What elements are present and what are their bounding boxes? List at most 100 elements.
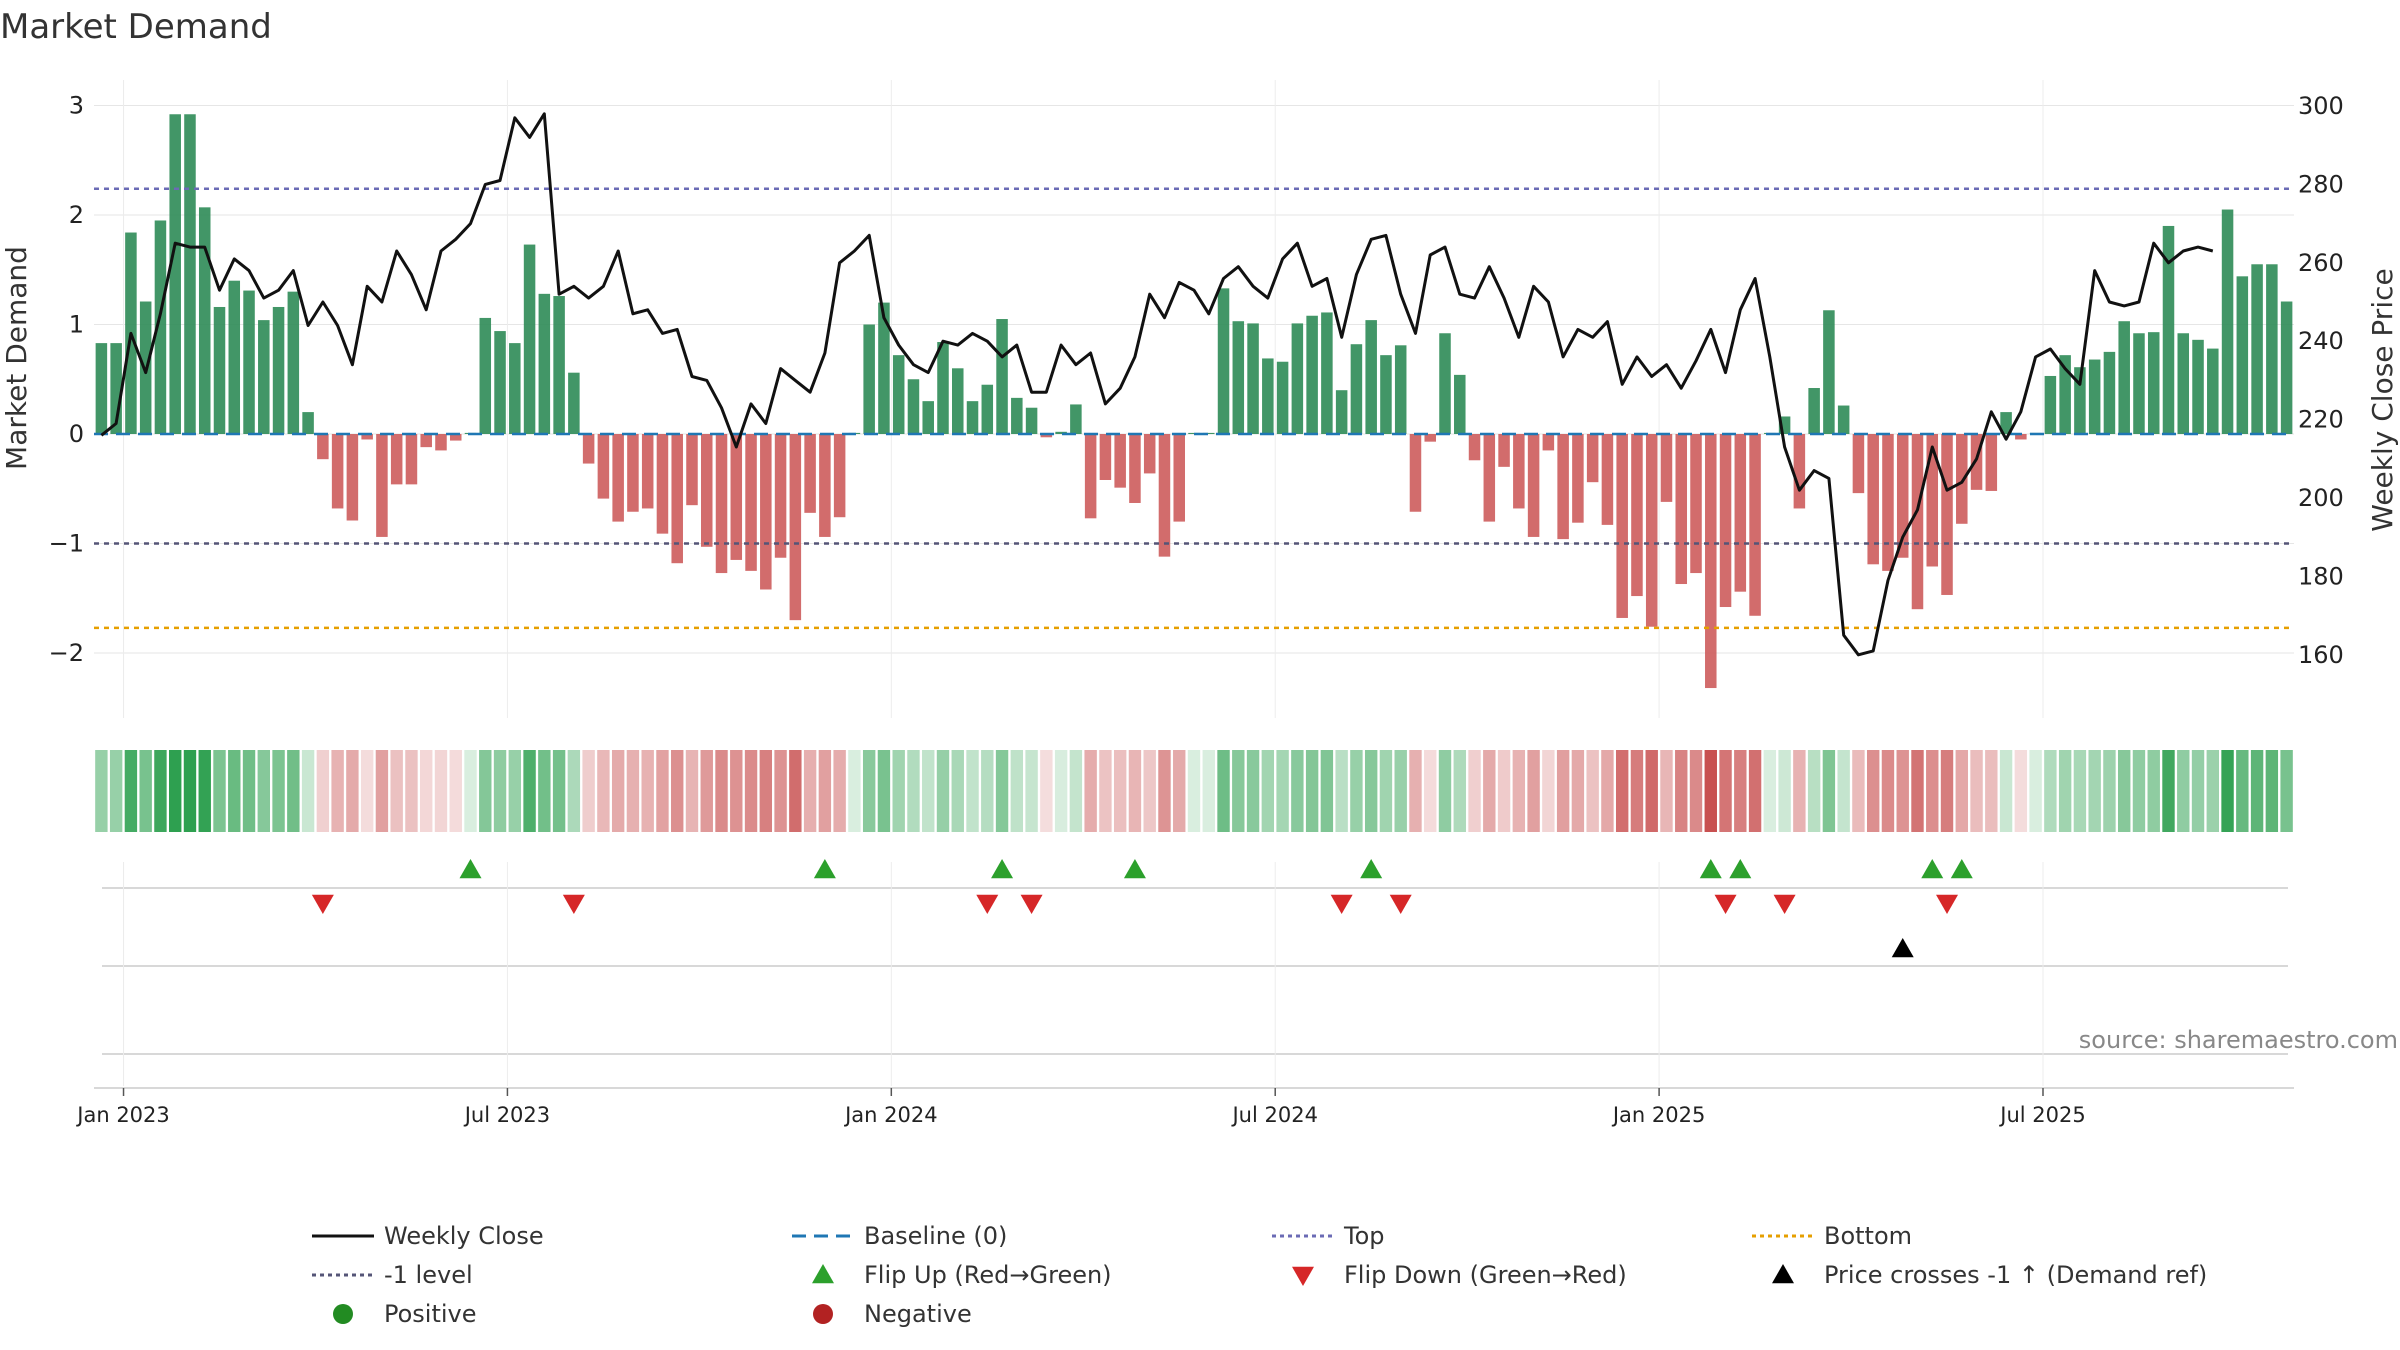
- demand-bar: [730, 434, 743, 560]
- demand-bar: [2221, 209, 2234, 434]
- demand-bar: [1099, 434, 1112, 480]
- heat-cell: [1202, 750, 1215, 832]
- demand-bar: [1808, 388, 1820, 434]
- heat-cell: [1025, 750, 1038, 832]
- demand-bar: [1483, 434, 1496, 522]
- demand-bar: [760, 434, 772, 590]
- demand-bar: [656, 434, 669, 534]
- demand-bar: [1956, 434, 1968, 524]
- reference-lines: [94, 187, 2294, 630]
- demand-bar: [110, 343, 122, 434]
- flip-down-marker: [976, 894, 999, 914]
- heat-cell: [228, 750, 241, 832]
- heat-cell: [2162, 750, 2175, 832]
- heat-cell: [2265, 750, 2279, 832]
- demand-bar: [302, 412, 314, 434]
- demand-bar: [1409, 434, 1422, 512]
- demand-bar: [2074, 367, 2086, 434]
- demand-bar: [420, 434, 432, 448]
- heat-cell: [316, 750, 330, 832]
- legend-item: Negative: [813, 1300, 972, 1328]
- demand-bar: [1690, 434, 1702, 574]
- heat-cell: [1379, 750, 1393, 832]
- heat-cell: [2103, 750, 2116, 832]
- right-tick-label: 280: [2298, 170, 2344, 198]
- heat-cell: [508, 750, 522, 832]
- demand-bar: [1173, 434, 1185, 522]
- demand-bar: [1631, 434, 1643, 597]
- heat-cell: [862, 750, 876, 832]
- legend-label: Weekly Close: [384, 1222, 544, 1250]
- heat-cell: [552, 750, 566, 832]
- demand-bars: [95, 114, 2293, 689]
- heat-cell: [1615, 750, 1629, 832]
- demand-bar: [198, 207, 211, 434]
- demand-heat-strip: [95, 750, 2293, 832]
- heat-cell: [2280, 750, 2293, 832]
- heat-cell: [715, 750, 728, 832]
- heat-cell: [2250, 750, 2264, 832]
- flip-up-marker: [1360, 859, 1383, 879]
- demand-bar: [346, 434, 359, 521]
- legend-label: Flip Up (Red→Green): [864, 1261, 1112, 1289]
- heat-cell: [2073, 750, 2087, 832]
- heat-cell: [2029, 750, 2042, 832]
- demand-bar: [1616, 434, 1628, 618]
- heat-cell: [1158, 750, 1171, 832]
- demand-bar: [317, 434, 329, 460]
- demand-bar: [405, 434, 418, 485]
- legend-swatch-down: [1292, 1266, 1314, 1286]
- demand-bar: [2118, 321, 2130, 434]
- demand-bar: [376, 434, 388, 537]
- legend-swatch-up: [1772, 1264, 1794, 1284]
- heat-cell: [2191, 750, 2205, 832]
- demand-bar: [2266, 264, 2278, 434]
- heat-cell: [301, 750, 315, 832]
- heat-cell: [1084, 750, 1097, 832]
- legend-label: Positive: [384, 1300, 477, 1328]
- heat-cell: [1985, 750, 1998, 832]
- heat-cell: [1793, 750, 1806, 832]
- demand-bar: [582, 434, 595, 464]
- demand-bar: [243, 290, 255, 434]
- demand-bar: [2147, 332, 2160, 434]
- demand-bar: [966, 401, 979, 434]
- heat-cell: [907, 750, 920, 832]
- demand-bar: [1911, 434, 1924, 610]
- right-tick-label: 220: [2298, 406, 2344, 434]
- demand-bar: [833, 434, 846, 518]
- left-tick-label: −1: [49, 530, 84, 558]
- demand-bar: [390, 434, 403, 485]
- demand-bar: [1719, 434, 1732, 608]
- heat-cell: [1763, 750, 1777, 832]
- flip-up-marker: [813, 859, 836, 879]
- heat-cell: [877, 750, 891, 832]
- demand-bar: [1365, 320, 1377, 434]
- heat-cell: [95, 750, 108, 832]
- heat-cell: [567, 750, 581, 832]
- heat-cell: [2221, 750, 2234, 832]
- demand-bar: [1970, 434, 1983, 490]
- heat-cell: [1320, 750, 1334, 832]
- heat-cell: [759, 750, 773, 832]
- heat-cell: [774, 750, 787, 832]
- demand-bar: [1380, 355, 1392, 434]
- legend-item: Flip Down (Green→Red): [1292, 1261, 1627, 1289]
- heat-cell: [1276, 750, 1289, 832]
- heat-cell: [198, 750, 211, 832]
- heat-cell: [1586, 750, 1599, 832]
- demand-bar: [553, 296, 565, 434]
- flip-up-marker: [1123, 859, 1146, 879]
- heat-cell: [671, 750, 684, 832]
- heat-cell: [1217, 750, 1230, 832]
- right-tick-label: 260: [2298, 249, 2344, 277]
- left-axis-label: Market Demand: [0, 246, 33, 470]
- heat-cell: [995, 750, 1009, 832]
- demand-bar: [272, 306, 285, 434]
- demand-bar: [184, 114, 196, 434]
- heat-cell: [744, 750, 758, 832]
- heat-cell: [1054, 750, 1068, 832]
- heat-cell: [272, 750, 285, 832]
- demand-bar: [509, 343, 521, 434]
- demand-bar: [1011, 397, 1023, 434]
